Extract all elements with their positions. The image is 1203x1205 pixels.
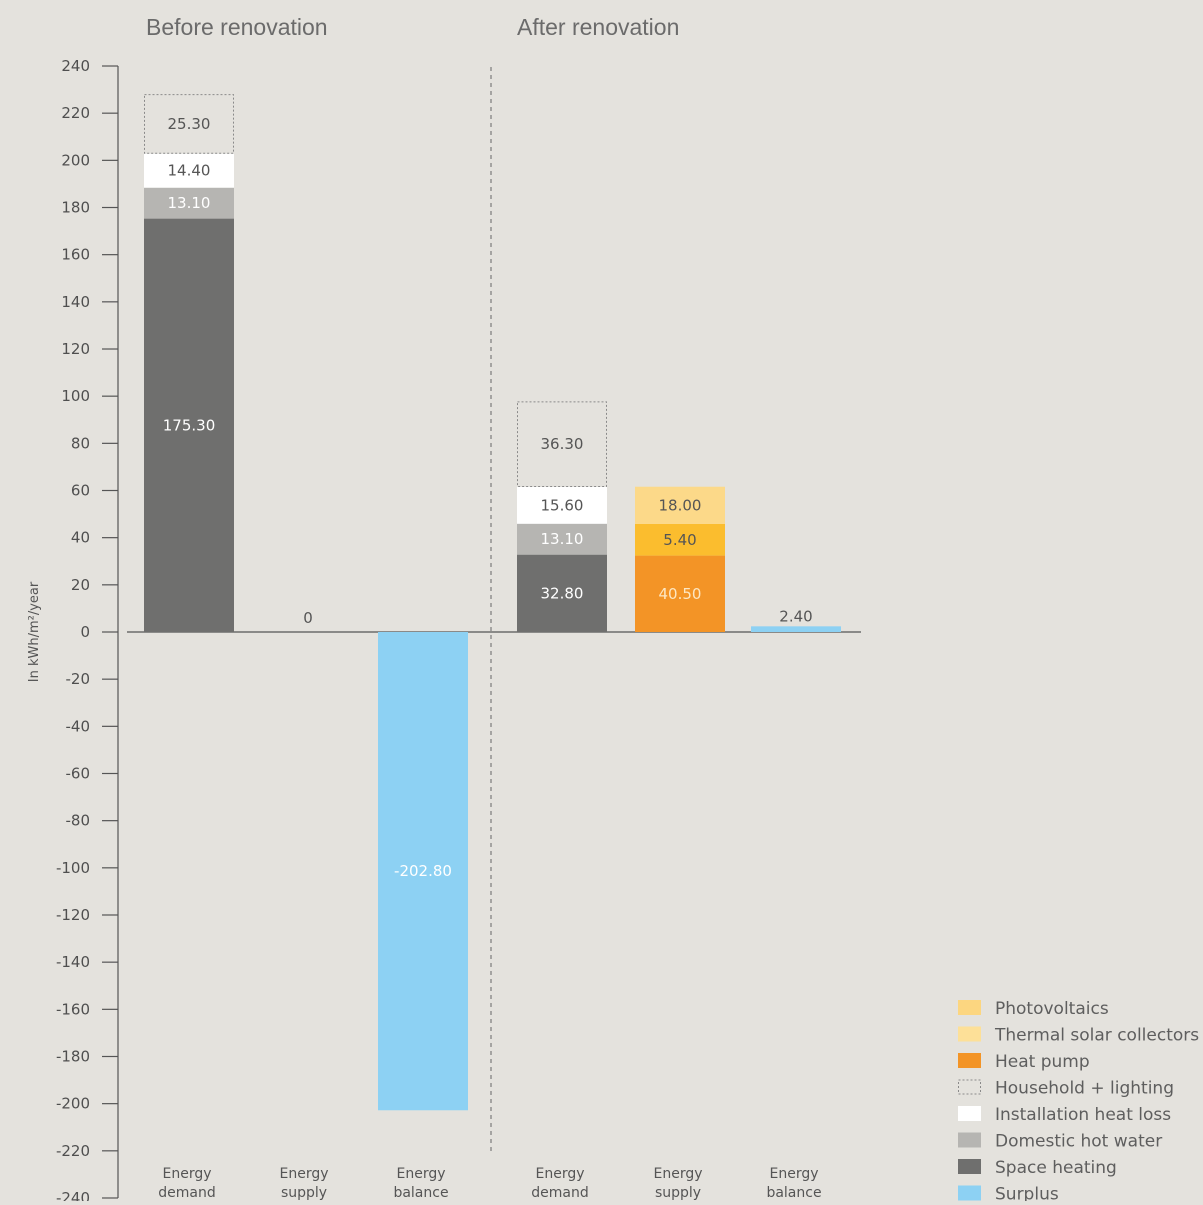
data-label: 175.30 [163,416,216,434]
y-tick-label: 220 [61,104,90,122]
legend-label: Domestic hot water [995,1132,1162,1152]
bar-segment-photovoltaics [635,486,725,524]
y-tick-label: -240 [56,1189,90,1201]
y-tick-label: 180 [61,199,90,217]
legend-swatch [958,1185,981,1201]
data-label: 13.10 [541,530,584,548]
y-tick-label: 0 [80,623,90,641]
x-category-label: Energy [769,1166,818,1182]
y-axis-label: In kWh/m²/year [27,581,42,682]
y-tick-label: -180 [56,1047,90,1065]
legend-label: Installation heat loss [995,1105,1171,1125]
y-tick-label: -60 [66,764,91,782]
group-title: Before renovation [146,14,328,40]
y-tick-label: 60 [71,482,90,500]
y-tick-label: 240 [61,57,90,75]
bar-segment-installation-heat-loss [517,486,607,524]
legend-swatch [958,1026,981,1042]
x-category-label: demand [158,1185,215,1201]
legend-swatch [958,1000,981,1015]
bar-segment-space-heating [144,218,234,632]
x-category-label: Energy [653,1166,702,1182]
legend-label: Surplus [995,1185,1059,1202]
x-category-label: Energy [396,1166,445,1182]
bar-segment-thermal-solar-collectors [635,523,725,556]
x-category-label: supply [281,1185,327,1201]
y-tick-label: 100 [61,387,90,405]
x-category-label: Energy [535,1166,584,1182]
bar-segment-household-lighting [517,401,607,487]
data-label: 0 [303,609,313,627]
x-category-label: balance [766,1185,821,1201]
bar-segment-surplus [751,626,841,632]
y-tick-label: -140 [56,953,90,971]
bar-segment-household-lighting [144,94,234,154]
bar-segment-domestic-hot-water [517,523,607,555]
y-tick-label: 40 [71,529,90,547]
x-category-label: demand [531,1185,588,1201]
data-label: 25.30 [168,115,211,133]
legend-label: Heat pump [995,1052,1090,1072]
legend-swatch [958,1106,981,1121]
y-tick-label: 120 [61,340,90,358]
y-tick-label: 80 [71,434,90,452]
legend-label: Space heating [995,1158,1117,1178]
group-title: After renovation [517,14,679,40]
legend-label: Thermal solar collectors [994,1026,1199,1046]
y-tick-label: 200 [61,151,90,169]
data-label: 40.50 [659,585,702,603]
data-label: 5.40 [663,531,696,549]
y-tick-label: -120 [56,906,90,924]
legend-swatch [958,1053,981,1068]
y-tick-label: -160 [56,1000,90,1018]
y-tick-label: 20 [71,576,90,594]
y-tick-label: 140 [61,293,90,311]
bar-segment-heat-pump [635,555,725,632]
y-tick-label: -40 [66,717,91,735]
data-label: 13.10 [168,194,211,212]
legend-swatch [958,1079,981,1095]
legend-label: Household + lighting [995,1079,1174,1099]
y-tick-label: -200 [56,1095,90,1113]
legend-label: Photovoltaics [995,999,1109,1019]
data-label: 36.30 [541,435,584,453]
data-label: 15.60 [541,496,584,514]
y-tick-label: -80 [66,812,91,830]
x-category-label: Energy [162,1166,211,1182]
legend-swatch [958,1132,981,1148]
x-category-label: Energy [279,1166,328,1182]
y-tick-label: -20 [66,670,91,688]
x-category-label: supply [655,1185,701,1201]
y-tick-label: 160 [61,246,90,264]
data-label: 18.00 [659,496,702,514]
bar-segment-surplus [378,632,468,1111]
data-label: 32.80 [541,584,584,602]
data-label: 2.40 [779,607,812,625]
legend-swatch [958,1159,981,1174]
data-label: 14.40 [168,162,211,180]
bar-segment-installation-heat-loss [144,153,234,188]
y-tick-label: -220 [56,1142,90,1160]
data-label: -202.80 [394,862,452,880]
bar-segment-space-heating [517,554,607,632]
y-tick-label: -100 [56,859,90,877]
x-category-label: balance [393,1185,448,1201]
bar-segment-domestic-hot-water [144,187,234,219]
